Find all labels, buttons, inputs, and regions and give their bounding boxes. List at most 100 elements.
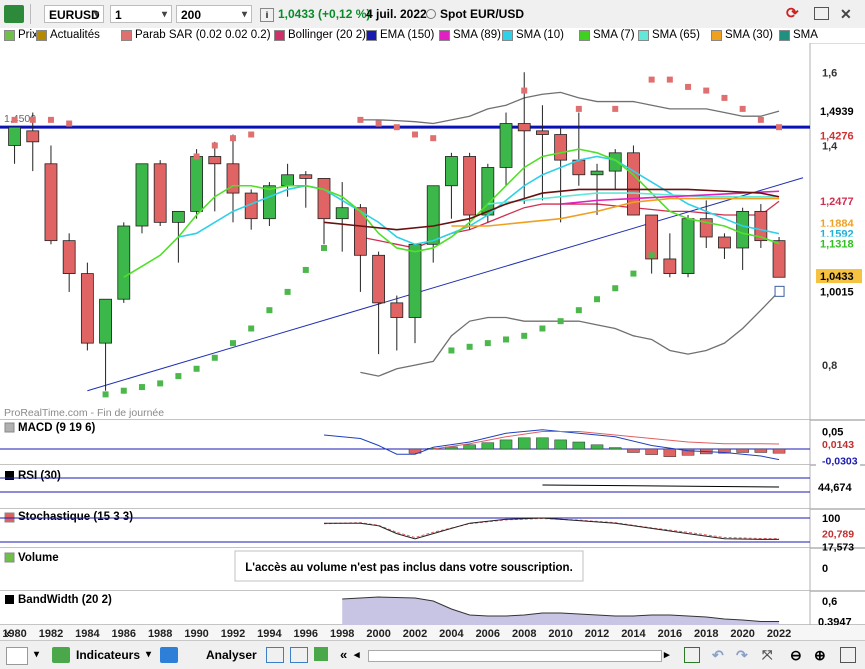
x-tick-label: 2008 bbox=[512, 628, 536, 640]
x-tick-label: 2000 bbox=[366, 628, 390, 640]
go-end-icon[interactable] bbox=[684, 647, 700, 663]
indicators-icon[interactable] bbox=[52, 647, 70, 663]
legend-item[interactable]: SMA (65) bbox=[638, 29, 700, 41]
redo-icon[interactable]: ↷ bbox=[736, 647, 748, 663]
macd-value: -0,0303 bbox=[822, 456, 858, 468]
macd-histogram-bar bbox=[463, 444, 476, 450]
candle-body bbox=[335, 207, 349, 220]
candle-body bbox=[262, 185, 276, 220]
zoom-in-icon[interactable]: ⊕ bbox=[814, 647, 826, 663]
stoch-label: Stochastique (15 3 3) bbox=[18, 511, 133, 523]
stoch-d-value: 20,789 bbox=[822, 529, 854, 541]
legend-item[interactable]: SMA bbox=[779, 29, 818, 41]
parabolic-sar-point bbox=[776, 124, 783, 131]
app-logo-icon[interactable] bbox=[4, 5, 24, 23]
legend-item[interactable]: SMA (10) bbox=[502, 29, 564, 41]
news-icon bbox=[774, 285, 785, 297]
bandwidth-legend-swatch bbox=[5, 595, 14, 604]
parabolic-sar-point bbox=[503, 336, 510, 343]
x-tick-label: 2014 bbox=[621, 628, 646, 640]
candle-body bbox=[718, 236, 731, 249]
macd-histogram-bar bbox=[645, 448, 658, 455]
legend-label: SMA (65) bbox=[652, 29, 700, 41]
macd-histogram-bar bbox=[681, 448, 695, 456]
reset-zoom-icon[interactable]: ⤧ bbox=[762, 647, 773, 662]
parabolic-sar-point bbox=[321, 244, 327, 251]
zoom-out-icon[interactable]: ⊖ bbox=[790, 647, 802, 663]
scroll-forward-icon[interactable]: ▸ bbox=[664, 649, 670, 661]
price-chart[interactable]: ProRealTime.com - Fin de journée 1,6 1,4 0,… bbox=[0, 43, 865, 640]
parabolic-sar-point bbox=[430, 135, 437, 142]
legend-item[interactable]: Actualités bbox=[36, 29, 100, 41]
screenshot-icon[interactable] bbox=[266, 647, 284, 663]
candle-body bbox=[663, 258, 677, 274]
share-icon[interactable] bbox=[160, 647, 178, 663]
x-tick-label: 2016 bbox=[658, 628, 682, 640]
legend-item[interactable]: Prix bbox=[4, 29, 38, 41]
candle-body bbox=[499, 123, 513, 168]
legend-item[interactable]: Parab SAR (0.02 0.02 0.2) bbox=[121, 29, 271, 41]
horizontal-scrollbar[interactable] bbox=[368, 650, 662, 662]
dropdown-arrow-icon[interactable]: ▾ bbox=[34, 649, 40, 660]
price-panel-bg bbox=[0, 43, 810, 420]
legend-label: SMA (7) bbox=[593, 29, 635, 41]
x-axis-bg bbox=[0, 625, 865, 640]
x-tick-label: 1986 bbox=[112, 628, 136, 640]
legend-label: Actualités bbox=[50, 29, 100, 41]
units-select[interactable]: 200 unités bbox=[176, 5, 252, 40]
price-date: 4 juil. 2022 bbox=[366, 7, 427, 21]
x-tick-label: 2002 bbox=[403, 628, 427, 640]
legend-item[interactable]: SMA (30) bbox=[711, 29, 773, 41]
indicators-button[interactable]: Indicateurs bbox=[76, 648, 141, 662]
maximize-icon[interactable] bbox=[814, 7, 829, 20]
info-icon[interactable]: i bbox=[260, 8, 274, 22]
legend-item[interactable]: SMA (7) bbox=[579, 29, 635, 41]
scroll-left-icon[interactable]: « bbox=[340, 647, 348, 662]
candle-body bbox=[681, 218, 695, 274]
watermark: ProRealTime.com - Fin de journée bbox=[4, 407, 164, 419]
x-tick-label: 1984 bbox=[75, 628, 100, 640]
price-label: 1,4939 bbox=[820, 106, 854, 118]
legend-item[interactable]: EMA (150) bbox=[366, 29, 434, 41]
parabolic-sar-point bbox=[466, 343, 473, 350]
scroll-back-icon[interactable]: ◂ bbox=[354, 649, 360, 661]
price-label-box bbox=[816, 194, 862, 209]
legend-item[interactable]: SMA (89) bbox=[439, 29, 501, 41]
close-icon[interactable]: ✕ bbox=[840, 6, 852, 22]
candle-body bbox=[608, 152, 622, 172]
parabolic-sar-point bbox=[375, 120, 382, 127]
undo-icon[interactable]: ↶ bbox=[712, 647, 724, 663]
refresh-icon[interactable]: ⟳ bbox=[786, 5, 799, 22]
period-select[interactable]: 1 année bbox=[110, 5, 172, 40]
parabolic-sar-point bbox=[648, 252, 655, 259]
radio-icon[interactable] bbox=[426, 9, 436, 19]
x-tick-label: 1992 bbox=[221, 628, 245, 640]
indicators-dropdown-icon[interactable]: ▾ bbox=[146, 649, 152, 660]
parabolic-sar-point bbox=[557, 318, 564, 325]
parabolic-sar-point bbox=[357, 116, 364, 123]
x-tick-label: 2020 bbox=[730, 628, 754, 640]
stoch-k-line bbox=[324, 517, 780, 540]
settings-icon[interactable] bbox=[6, 647, 28, 665]
fit-icon[interactable] bbox=[840, 647, 856, 663]
parabolic-sar-point bbox=[102, 391, 109, 398]
legend-label: EMA (150) bbox=[380, 29, 435, 41]
parabolic-sar-point bbox=[284, 288, 291, 295]
parabolic-sar-point bbox=[248, 131, 255, 138]
parabolic-sar-point bbox=[157, 380, 164, 387]
rsi-label: RSI (30) bbox=[18, 470, 61, 482]
symbol-select[interactable]: EURUSD bbox=[44, 5, 104, 24]
legend-swatch bbox=[36, 29, 47, 41]
analyser-button[interactable]: Analyser bbox=[206, 648, 257, 662]
legend-swatch bbox=[4, 29, 15, 41]
parabolic-sar-point bbox=[612, 285, 619, 292]
macd-panel-bg bbox=[0, 420, 810, 465]
macd-value-box bbox=[816, 454, 860, 467]
candle-body bbox=[190, 156, 203, 212]
edit-icon[interactable] bbox=[314, 647, 328, 661]
legend-item[interactable]: Bollinger (20 2) bbox=[274, 29, 366, 41]
export-icon[interactable] bbox=[290, 647, 308, 663]
candle-body bbox=[80, 273, 94, 344]
macd-histogram-bar bbox=[554, 439, 567, 450]
x-tick-label: 2006 bbox=[476, 628, 500, 640]
